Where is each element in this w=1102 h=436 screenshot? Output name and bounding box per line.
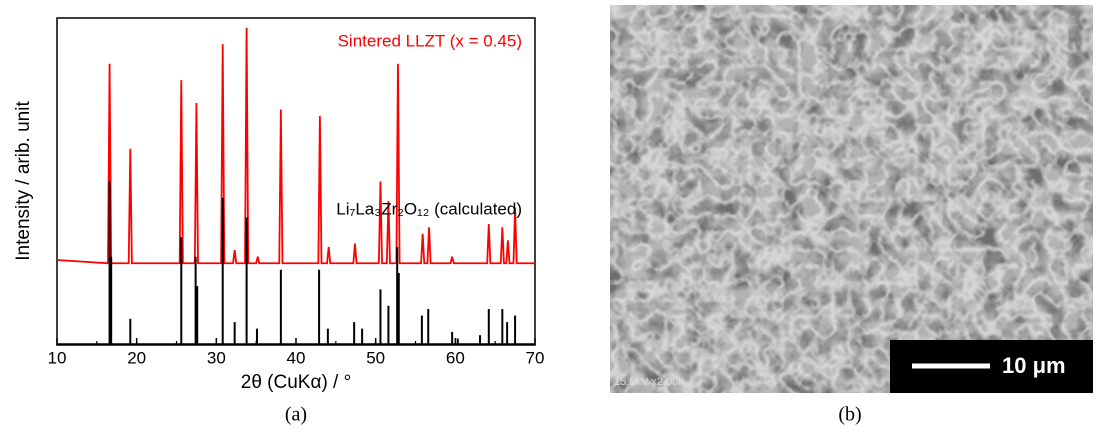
x-axis-label: 2θ (CuKα) / ° bbox=[241, 372, 351, 393]
pattern-line bbox=[56, 27, 535, 265]
panel-label: (b) bbox=[838, 404, 861, 426]
sem-image: 10 μm 15.0kV x2.00k bbox=[610, 5, 1093, 393]
y-axis-label: Intensity / arib. unit bbox=[13, 101, 34, 261]
x-tick-label: 50 bbox=[366, 348, 385, 367]
panel-label: (a) bbox=[285, 404, 307, 426]
series-label: Li₇La₃Zr₂O₁₂ (calculated) bbox=[336, 199, 522, 218]
x-tick-label: 10 bbox=[48, 348, 67, 367]
x-tick-label: 20 bbox=[127, 348, 146, 367]
x-tick-label: 60 bbox=[446, 348, 465, 367]
image-info: 15.0kV x2.00k bbox=[614, 376, 684, 388]
series-label: Sintered LLZT (x = 0.45) bbox=[338, 31, 522, 50]
x-tick-label: 40 bbox=[287, 348, 306, 367]
x-tick-label: 30 bbox=[207, 348, 226, 367]
scale-bar-label: 10 μm bbox=[1002, 353, 1066, 378]
x-tick-label: 70 bbox=[526, 348, 545, 367]
plot-frame bbox=[56, 17, 536, 346]
